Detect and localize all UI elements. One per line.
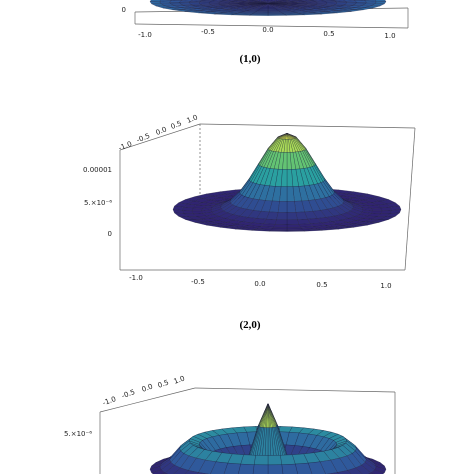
panel-1: 0 -1.0 -0.5 0.0 0.5 1.0 (1,0) — [122, 0, 409, 65]
panel-2-x-tick: -1.0 — [129, 274, 143, 282]
panel-3-y-axis: -1.0 -0.5 0.0 0.5 1.0 — [102, 374, 186, 407]
surface-patch — [182, 210, 194, 214]
panel-3-y-tick: 0.0 — [141, 382, 154, 393]
panel-2-surface — [172, 132, 402, 232]
surface-patch — [286, 224, 301, 228]
surface-patch — [286, 212, 298, 220]
surface-patch — [286, 230, 306, 232]
surface-patch — [325, 2, 338, 5]
surface-patch — [380, 210, 392, 214]
panel-3-y-tick: 1.0 — [173, 374, 186, 385]
panel-1-x-tick: 1.0 — [384, 32, 395, 40]
panel-2: 0.00001 5.×10⁻⁶ 0 -1.0 -0.5 0.0 0.5 1.0 … — [83, 113, 416, 331]
surface-patch — [355, 2, 367, 5]
surface-patch — [173, 467, 189, 474]
surface-patch — [188, 2, 201, 5]
surface-patch — [370, 469, 385, 474]
surface-patch — [364, 1, 377, 5]
surface-patch — [371, 207, 383, 212]
panel-2-y-axis: -1.0 -0.5 0.0 0.5 1.0 — [117, 113, 198, 152]
panel-2-y-tick: 0.0 — [155, 125, 168, 137]
surface-patch — [319, 459, 338, 474]
panel-1-x-tick: -0.5 — [201, 28, 215, 36]
surface-patch — [279, 186, 288, 202]
surface-patch — [184, 470, 199, 474]
panel-2-x-tick: 0.0 — [254, 280, 265, 288]
surface-patch — [268, 230, 288, 232]
surface-patch — [169, 2, 181, 5]
surface-patch — [337, 470, 352, 474]
panel-1-x-tick: -1.0 — [138, 31, 152, 39]
panel-2-z-tick: 5.×10⁻⁶ — [84, 199, 112, 207]
panel-1-x-tick: 0.0 — [262, 26, 273, 34]
panel-2-x-tick: 1.0 — [380, 282, 391, 290]
panel-2-x-tick: -0.5 — [191, 278, 205, 286]
surface-patch — [151, 469, 166, 474]
surface-patch — [281, 463, 298, 474]
surface-patch — [159, 1, 172, 5]
panel-2-z-tick: 0.00001 — [83, 166, 112, 174]
panel-1-x-tick: 0.5 — [323, 30, 334, 38]
panel-2-x-tick: 0.5 — [316, 281, 327, 289]
panel-2-z-tick: 0 — [108, 230, 112, 238]
surface-patch — [252, 464, 269, 474]
surface-patch — [374, 1, 387, 5]
surface-patch — [286, 219, 300, 225]
surface-patch — [267, 14, 287, 16]
surface-patch — [198, 2, 211, 5]
surface-patch — [249, 14, 269, 16]
surface-patch — [267, 455, 283, 466]
surface-patch — [355, 464, 372, 474]
panel-2-y-tick: 0.5 — [170, 119, 183, 131]
panel-1-surface — [149, 0, 387, 16]
surface-patch — [277, 201, 288, 213]
panel-3-box — [99, 387, 396, 474]
panel-2-y-tick: -1.0 — [117, 140, 133, 153]
surface-patch — [286, 201, 297, 213]
panel-2-box — [119, 123, 416, 271]
surface-patch — [191, 207, 203, 212]
panel-1-z-tick-0: 0 — [122, 6, 126, 14]
surface-patch — [149, 1, 162, 5]
surface-patch — [307, 461, 326, 474]
panel-2-y-tick: 1.0 — [186, 113, 199, 125]
panel-3-y-tick: 0.5 — [157, 378, 170, 389]
panel-1-caption: (1,0) — [239, 53, 260, 65]
panel-1-x-axis: -1.0 -0.5 0.0 0.5 1.0 — [138, 26, 395, 40]
panel-3-surface — [149, 403, 387, 474]
surface-patch — [267, 464, 284, 474]
panel-3-y-tick: -1.0 — [102, 395, 118, 407]
surface-patch — [273, 224, 288, 228]
surface-patch — [335, 2, 348, 5]
surface-patch — [274, 219, 288, 225]
panel-3-z-tick: 5.×10⁻⁶ — [64, 430, 92, 438]
surface-patch — [295, 462, 313, 474]
surface-patch — [253, 455, 269, 466]
panel-3-y-tick: -0.5 — [121, 388, 137, 400]
panel-3: 5.×10⁻⁶ -1.0 -0.5 0.0 0.5 1.0 — [64, 374, 396, 474]
panel-2-caption: (2,0) — [239, 319, 260, 331]
surface-patch — [286, 186, 295, 202]
surface-patch — [276, 212, 288, 220]
panel-2-z-axis: 0.00001 5.×10⁻⁶ 0 — [83, 166, 112, 238]
panel-2-x-axis: -1.0 -0.5 0.0 0.5 1.0 — [129, 274, 391, 290]
surface-patch — [347, 467, 363, 474]
